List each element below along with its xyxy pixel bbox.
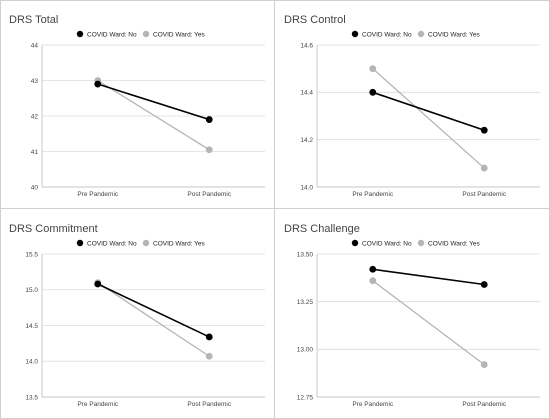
vertical-divider bbox=[274, 0, 275, 419]
series-line-covid-ward-yes bbox=[97, 79, 210, 151]
y-tick-label: 14.0 bbox=[300, 184, 313, 191]
legend-label-covid-ward-no: COVID Ward: No bbox=[362, 32, 412, 39]
y-tick-label: 15.5 bbox=[25, 251, 38, 258]
y-tick-label: 13.00 bbox=[297, 347, 314, 354]
x-tick-label: Pre Pandemic bbox=[77, 401, 119, 408]
series-line-covid-ward-yes bbox=[97, 282, 210, 357]
data-point-covid-ward-no-post bbox=[480, 281, 488, 288]
legend-marker-covid-ward-no bbox=[76, 30, 84, 38]
data-point-covid-ward-yes-post bbox=[205, 146, 213, 154]
legend-marker-covid-ward-yes bbox=[417, 30, 425, 38]
data-point-covid-ward-no-post bbox=[205, 333, 213, 341]
y-tick-label: 14.2 bbox=[300, 137, 313, 144]
horizontal-divider bbox=[0, 208, 550, 209]
y-tick-label: 44 bbox=[31, 42, 39, 49]
chart-title: DRS Commitment bbox=[9, 223, 98, 235]
x-tick-label: Post Pandemic bbox=[187, 191, 231, 198]
data-point-covid-ward-no-pre bbox=[94, 280, 102, 288]
chart-title: DRS Challenge bbox=[284, 223, 360, 235]
series-line-covid-ward-no bbox=[97, 83, 210, 121]
data-point-covid-ward-no-pre bbox=[94, 80, 102, 88]
data-point-covid-ward-no-pre bbox=[369, 88, 377, 96]
y-tick-label: 14.5 bbox=[25, 323, 38, 330]
legend-marker-covid-ward-no bbox=[76, 239, 84, 247]
data-point-covid-ward-no-pre bbox=[369, 265, 377, 273]
chart-title: DRS Control bbox=[284, 14, 346, 26]
legend-label-covid-ward-no: COVID Ward: No bbox=[87, 32, 137, 39]
legend-label-covid-ward-yes: COVID Ward: Yes bbox=[153, 241, 206, 248]
data-point-covid-ward-yes-pre bbox=[369, 277, 377, 285]
x-tick-label: Pre Pandemic bbox=[77, 191, 119, 198]
data-point-covid-ward-no-post bbox=[205, 116, 213, 123]
legend-marker-covid-ward-no bbox=[351, 30, 359, 38]
legend-label-covid-ward-no: COVID Ward: No bbox=[362, 241, 412, 248]
series-line-covid-ward-no bbox=[372, 268, 485, 286]
legend-marker-covid-ward-yes bbox=[417, 239, 425, 247]
x-tick-label: Post Pandemic bbox=[187, 401, 231, 408]
legend-marker-covid-ward-yes bbox=[142, 30, 150, 38]
y-tick-label: 40 bbox=[31, 184, 39, 191]
x-tick-label: Pre Pandemic bbox=[352, 191, 394, 198]
chart-panel-1: DRS Total COVID Ward: No COVID Ward: Yes 40… bbox=[0, 0, 275, 209]
legend-label-covid-ward-yes: COVID Ward: Yes bbox=[153, 32, 206, 39]
data-point-covid-ward-yes-pre bbox=[369, 65, 377, 73]
y-tick-label: 12.75 bbox=[297, 394, 314, 401]
legend-marker-covid-ward-no bbox=[351, 239, 359, 247]
legend-marker-covid-ward-yes bbox=[142, 239, 150, 247]
y-tick-label: 13.50 bbox=[297, 251, 314, 258]
y-tick-label: 42 bbox=[31, 113, 39, 120]
legend-label-covid-ward-no: COVID Ward: No bbox=[87, 241, 137, 248]
series-line-covid-ward-no bbox=[97, 283, 210, 338]
y-tick-label: 41 bbox=[31, 149, 39, 156]
outer-border-left bbox=[0, 0, 1, 419]
x-tick-label: Post Pandemic bbox=[462, 401, 506, 408]
chart-svg-3: DRS Commitment COVID Ward: No COVID Ward: … bbox=[9, 223, 265, 408]
data-point-covid-ward-yes-post bbox=[205, 352, 213, 360]
x-tick-label: Post Pandemic bbox=[462, 191, 506, 198]
legend-label-covid-ward-yes: COVID Ward: Yes bbox=[428, 32, 481, 39]
legend-label-covid-ward-yes: COVID Ward: Yes bbox=[428, 241, 481, 248]
y-tick-label: 14.0 bbox=[25, 359, 38, 366]
chart-panel-4: DRS Challenge COVID Ward: No COVID Ward: Y… bbox=[275, 209, 550, 419]
y-tick-label: 15.0 bbox=[25, 287, 38, 294]
y-tick-label: 13.5 bbox=[25, 394, 38, 401]
y-tick-label: 14.4 bbox=[300, 90, 313, 97]
series-line-covid-ward-no bbox=[372, 91, 485, 131]
y-tick-label: 14.6 bbox=[300, 42, 313, 49]
data-point-covid-ward-yes-post bbox=[480, 361, 488, 368]
outer-border-top bbox=[0, 0, 550, 1]
y-tick-label: 43 bbox=[31, 78, 39, 85]
series-line-covid-ward-yes bbox=[372, 280, 485, 366]
chart-title: DRS Total bbox=[9, 14, 58, 26]
data-point-covid-ward-no-post bbox=[480, 126, 488, 134]
y-tick-label: 13.25 bbox=[297, 299, 314, 306]
chart-panel-2: DRS Control COVID Ward: No COVID Ward: Yes… bbox=[275, 0, 550, 209]
series-line-covid-ward-yes bbox=[372, 68, 485, 169]
chart-svg-1: DRS Total COVID Ward: No COVID Ward: Yes 40… bbox=[9, 14, 265, 198]
chart-panel-3: DRS Commitment COVID Ward: No COVID Ward: … bbox=[0, 209, 275, 419]
data-point-covid-ward-yes-post bbox=[480, 164, 488, 172]
x-tick-label: Pre Pandemic bbox=[352, 401, 394, 408]
chart-svg-2: DRS Control COVID Ward: No COVID Ward: Yes… bbox=[284, 14, 540, 198]
